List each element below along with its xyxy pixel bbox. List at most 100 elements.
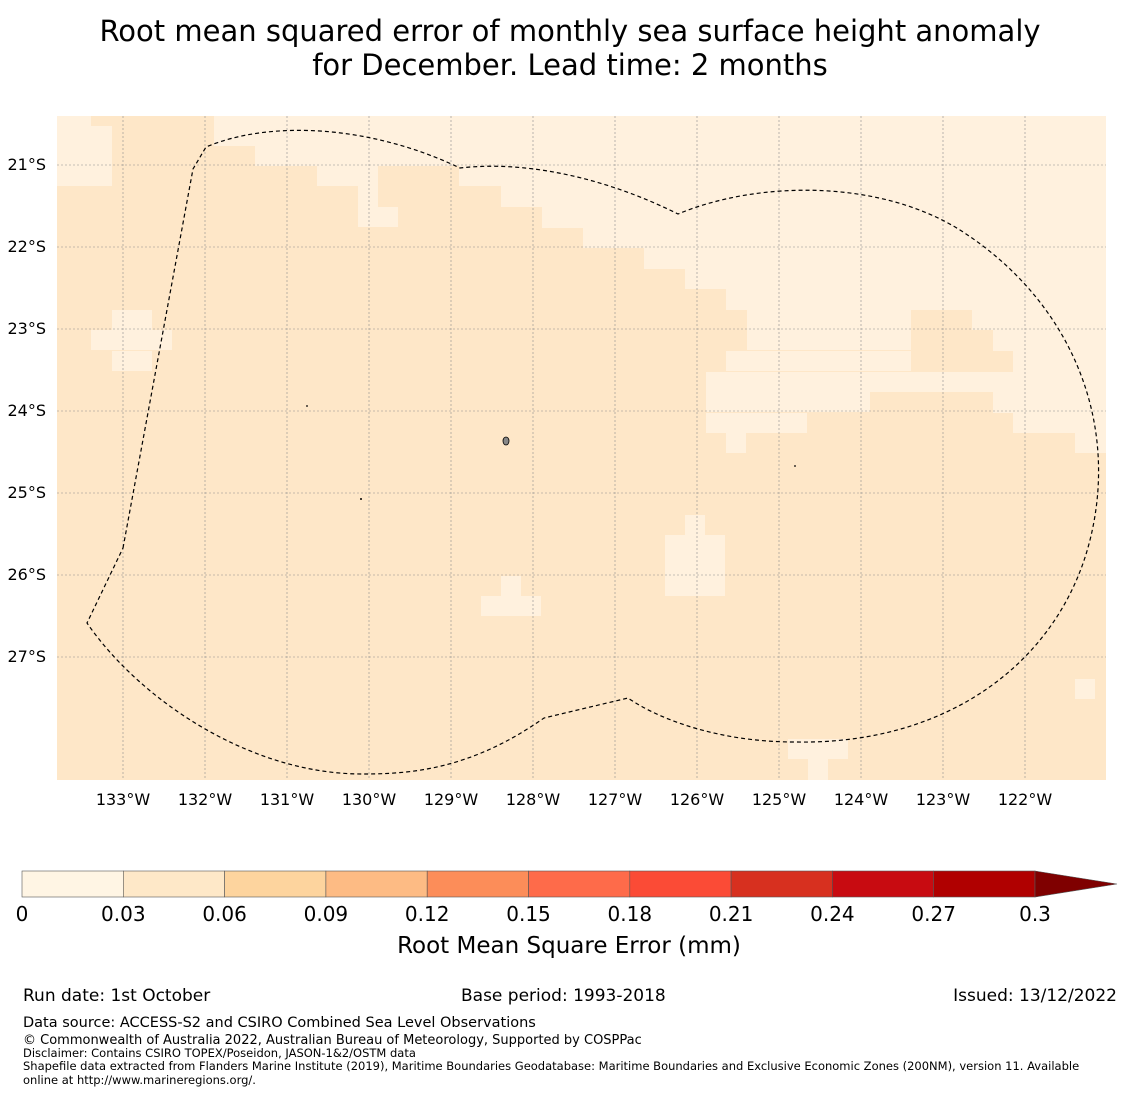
lon-label: 133°W (96, 790, 151, 809)
title-line-2: for December. Lead time: 2 months (312, 48, 828, 82)
lat-label: 25°S (7, 483, 46, 502)
colorbar-tick-label: 0.03 (101, 902, 146, 926)
colorbar-segment (325, 870, 428, 898)
colorbar-tick-label: 0.09 (304, 902, 349, 926)
base-period: Base period: 1993-2018 (461, 986, 666, 1006)
lon-label: 129°W (424, 790, 479, 809)
map-cell (788, 739, 848, 759)
colorbar-segment (123, 870, 225, 898)
map-cell (358, 186, 378, 207)
colorbar-ticks: 0 0.03 0.06 0.09 0.12 0.15 0.18 0.21 0.24 0.27 0.3 (16, 902, 1051, 926)
latitude-labels: 21°S 22°S 23°S 24°S 25°S 26°S 27°S (7, 155, 46, 666)
map-cell (808, 759, 828, 780)
map-cell (726, 433, 746, 453)
chart-title: Root mean squared error of monthly sea s… (0, 14, 1140, 82)
colorbar-segment (629, 870, 732, 898)
island (306, 405, 308, 407)
island (360, 498, 362, 500)
map-cell (255, 146, 1106, 166)
island (502, 436, 510, 446)
map-cell (1013, 351, 1106, 372)
lon-label: 122°W (998, 790, 1053, 809)
colorbar-segment (730, 870, 833, 898)
map-cell (57, 116, 91, 126)
lat-label: 21°S (7, 155, 46, 174)
gridlines (57, 116, 1106, 780)
issued-date: Issued: 13/12/2022 (953, 986, 1117, 1006)
map-cell (358, 207, 398, 227)
light-cells (57, 116, 1106, 780)
colorbar-tick-label: 0.3 (1019, 902, 1051, 926)
colorbar-tick-label: 0.21 (709, 902, 754, 926)
map-cell (993, 330, 1106, 351)
map-cell (726, 351, 911, 371)
map-cell (583, 228, 1106, 248)
colorbar-segment (21, 870, 124, 898)
map-cell (706, 392, 870, 412)
colorbar-segment (528, 870, 631, 898)
map-cell (747, 310, 911, 330)
map-cell (214, 116, 1106, 146)
map-cell (57, 126, 112, 186)
colorbar-tick-label: 0.06 (202, 902, 247, 926)
colorbar-label: Root Mean Square Error (mm) (397, 933, 741, 959)
colorbar-tick-label: 0.18 (608, 902, 653, 926)
disclaimer: Disclaimer: Contains CSIRO TOPEX/Poseido… (23, 1046, 416, 1060)
map-cell (1013, 413, 1106, 433)
map-cell (317, 166, 378, 186)
map-cell (747, 330, 911, 350)
map-cell (91, 330, 172, 350)
lon-label: 128°W (506, 790, 561, 809)
map-cell (1075, 679, 1095, 699)
lon-label: 127°W (588, 790, 643, 809)
longitude-labels: 133°W 132°W 131°W 130°W 129°W 128°W 127°… (96, 790, 1053, 809)
map-cell (501, 186, 1106, 207)
shapefile-credit-url: online at http://www.marineregions.org/. (23, 1073, 256, 1087)
map-cell (112, 351, 152, 371)
copyright: © Commonwealth of Australia 2022, Austra… (23, 1033, 642, 1048)
lon-label: 131°W (260, 790, 315, 809)
shapefile-credit: Shapefile data extracted from Flanders M… (23, 1059, 1080, 1073)
map-area (57, 116, 1106, 780)
lon-label: 123°W (916, 790, 971, 809)
lon-label: 130°W (342, 790, 397, 809)
lon-label: 124°W (834, 790, 889, 809)
eez-boundary (86, 129, 1100, 775)
map-cell (1075, 433, 1106, 453)
lon-label: 126°W (670, 790, 725, 809)
lat-label: 26°S (7, 565, 46, 584)
colorbar-tick-label: 0.27 (911, 902, 956, 926)
islands (306, 405, 796, 500)
title-line-1: Root mean squared error of monthly sea s… (99, 14, 1041, 48)
lat-label: 22°S (7, 237, 46, 256)
colorbar-tick-label: 0 (16, 902, 29, 926)
island (794, 465, 796, 467)
map-cell (685, 515, 705, 535)
data-source: Data source: ACCESS-S2 and CSIRO Combine… (23, 1015, 536, 1031)
map-cell (726, 289, 1106, 310)
lon-label: 132°W (178, 790, 233, 809)
lat-label: 27°S (7, 647, 46, 666)
colorbar-tick-label: 0.12 (405, 902, 450, 926)
run-date: Run date: 1st October (23, 986, 211, 1006)
colorbar-segment (224, 870, 327, 898)
colorbar-tick-label: 0.15 (506, 902, 551, 926)
colorbar-segment (933, 870, 1036, 898)
map-cell (644, 248, 1106, 269)
map-cell (972, 310, 1106, 330)
map-cell (459, 166, 1106, 186)
colorbar-extend-arrow (1034, 870, 1118, 898)
lat-label: 24°S (7, 401, 46, 420)
lon-label: 125°W (752, 790, 807, 809)
colorbar-segment (426, 870, 529, 898)
map-cell (481, 596, 541, 616)
map-cell (993, 392, 1106, 413)
colorbar: 0 0.03 0.06 0.09 0.12 0.15 0.18 0.21 0.24 0.27 0.3… (16, 870, 1118, 959)
map-cell (706, 413, 807, 433)
map-cell (665, 535, 725, 596)
map-cell (542, 207, 1106, 228)
colorbar-segment (832, 870, 935, 898)
map-cell (685, 269, 1106, 289)
map-cell (112, 310, 152, 330)
map-cell (706, 372, 1106, 392)
